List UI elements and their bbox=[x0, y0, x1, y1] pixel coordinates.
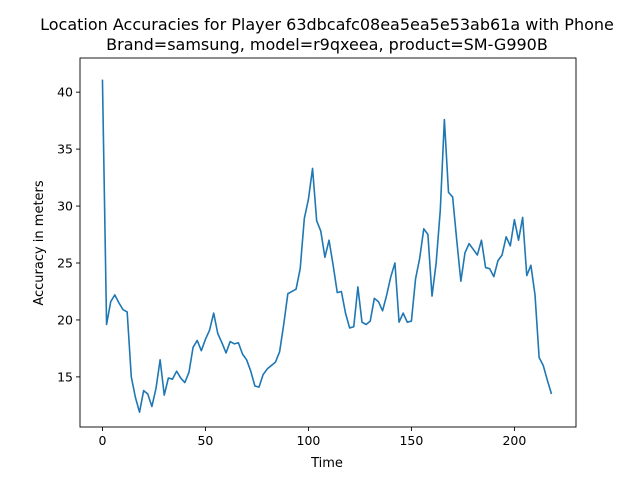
y-tick-label-35: 35 bbox=[57, 142, 73, 157]
plot-area: 0 50 100 150 200 15 20 25 30 35 40 bbox=[57, 57, 577, 448]
y-tick-label-20: 20 bbox=[57, 312, 73, 327]
x-tick-label-50: 50 bbox=[197, 433, 213, 448]
y-tick-label-30: 30 bbox=[57, 199, 73, 214]
chart-subtitle: Brand=samsung, model=r9qxeea, product=SM… bbox=[106, 35, 548, 54]
x-tick-label-100: 100 bbox=[297, 433, 321, 448]
x-tick-label-150: 150 bbox=[399, 433, 423, 448]
axes-frame bbox=[79, 57, 577, 428]
y-tick-label-40: 40 bbox=[57, 85, 73, 100]
y-axis-label: Accuracy in meters bbox=[32, 180, 47, 306]
x-axis-label: Time bbox=[310, 456, 343, 471]
x-tick-label-0: 0 bbox=[98, 433, 106, 448]
x-tick-label-200: 200 bbox=[502, 433, 526, 448]
y-tick-label-25: 25 bbox=[57, 256, 73, 271]
series-line-0 bbox=[101, 79, 553, 413]
y-tick-label-15: 15 bbox=[57, 369, 73, 384]
chart-title: Location Accuracies for Player 63dbcafc0… bbox=[40, 15, 614, 34]
